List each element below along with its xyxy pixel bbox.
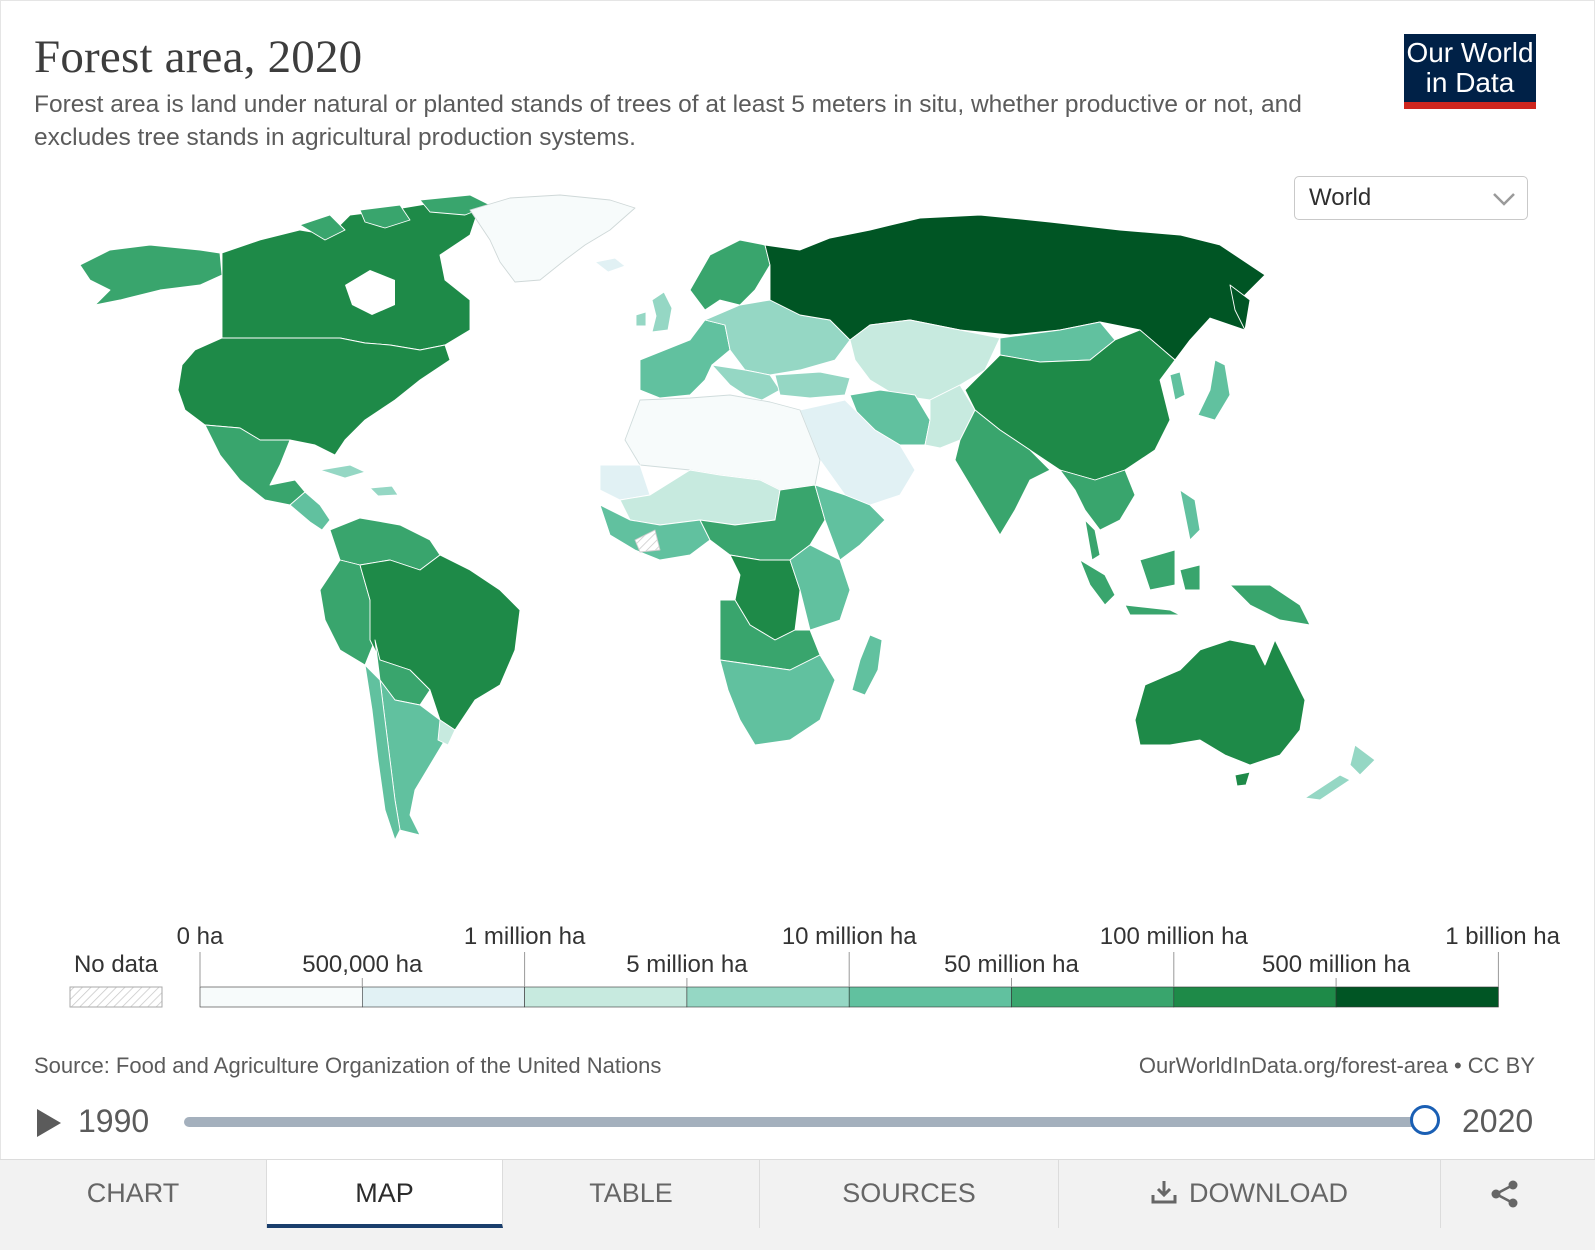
map-australia xyxy=(1134,639,1306,766)
legend-swatch xyxy=(199,986,363,1008)
map-chile xyxy=(364,664,401,841)
legend-label: 500 million ha xyxy=(1262,951,1411,978)
legend-swatch xyxy=(686,986,850,1008)
map-usa xyxy=(177,337,451,456)
map-greenland xyxy=(469,194,636,283)
tab-download[interactable]: DOWNLOAD xyxy=(1059,1160,1441,1228)
map-russia xyxy=(764,214,1266,361)
tab-sources[interactable]: SOURCES xyxy=(760,1160,1059,1228)
legend-label: 1 million ha xyxy=(464,923,586,950)
download-icon xyxy=(1151,1181,1177,1204)
map-philippines xyxy=(1179,489,1201,541)
map-west-sahara xyxy=(599,464,651,501)
share-icon[interactable] xyxy=(1490,1180,1520,1208)
legend-swatch xyxy=(1173,986,1337,1008)
map-png xyxy=(1229,584,1311,626)
legend-label: 100 million ha xyxy=(1100,923,1249,950)
legend-label: 1 billion ha xyxy=(1445,923,1560,950)
map-legend: No data 0 ha 500,000 ha 1 million ha 5 mill… xyxy=(69,923,1561,1008)
legend-swatch xyxy=(848,986,1012,1008)
map-canada xyxy=(221,199,481,351)
map-southern-africa xyxy=(719,654,836,746)
map-central-africa xyxy=(699,484,826,561)
tab-map[interactable]: MAP xyxy=(267,1160,503,1228)
legend-no-data-swatch xyxy=(69,986,163,1008)
map-india xyxy=(954,409,1051,536)
map-new-zealand xyxy=(1304,744,1376,801)
timeline-end-year: 2020 xyxy=(1462,1103,1534,1139)
map-uruguay xyxy=(437,719,456,746)
legend-label: 50 million ha xyxy=(944,951,1079,978)
map-arabia xyxy=(799,399,916,506)
timeline-handle[interactable] xyxy=(1410,1105,1440,1135)
region-select-value: World xyxy=(1309,184,1372,211)
map-malaysia xyxy=(1084,519,1101,561)
map-turkey xyxy=(774,371,851,399)
map-scandinavia xyxy=(689,239,771,311)
tab-table[interactable]: TABLE xyxy=(503,1160,760,1228)
map-east-africa xyxy=(789,544,851,631)
source-note: Source: Food and Agriculture Organizatio… xyxy=(34,1053,662,1078)
logo-line-2: in Data xyxy=(1425,67,1515,98)
legend-no-data-label: No data xyxy=(74,951,159,978)
legend-swatch xyxy=(1011,986,1175,1008)
map-alaska xyxy=(79,244,223,306)
map-kamchatka xyxy=(1229,284,1251,331)
map-tasmania xyxy=(1234,771,1251,787)
map-mexico xyxy=(204,424,306,506)
tab-download-label: DOWNLOAD xyxy=(1188,1178,1348,1208)
map-indonesia xyxy=(1079,549,1201,616)
owid-logo[interactable]: Our World in Data xyxy=(1404,34,1536,109)
map-japan xyxy=(1197,359,1231,421)
legend-label: 0 ha xyxy=(177,923,224,950)
tab-chart[interactable]: CHART xyxy=(0,1160,267,1228)
map-madagascar xyxy=(851,634,883,696)
world-map[interactable] xyxy=(0,185,1595,875)
chart-title: Forest area, 2020 xyxy=(34,31,363,83)
map-southeast-asia xyxy=(1059,469,1136,531)
legend-swatch xyxy=(524,986,688,1008)
legend-swatch xyxy=(361,986,525,1008)
legend-swatch xyxy=(1335,986,1499,1008)
map-central-america xyxy=(289,491,331,531)
map-western-europe xyxy=(639,319,731,399)
map-uk xyxy=(635,291,673,333)
tab-bar: CHART MAP TABLE SOURCES DOWNLOAD xyxy=(0,1159,1595,1250)
legend-label: 500,000 ha xyxy=(302,951,423,978)
legend-label: 10 million ha xyxy=(782,923,917,950)
chevron-down-icon xyxy=(1493,193,1515,206)
source-url[interactable]: OurWorldInData.org/forest-area • CC BY xyxy=(1138,1053,1535,1078)
map-pakistan xyxy=(924,384,976,449)
legend-label: 5 million ha xyxy=(626,951,748,978)
map-italy-balkans xyxy=(711,364,781,401)
region-select[interactable]: World xyxy=(1294,176,1528,220)
logo-line-1: Our World xyxy=(1406,37,1534,68)
map-caribbean xyxy=(319,464,399,497)
chart-subtitle: Forest area is land under natural or pla… xyxy=(34,91,1302,151)
map-central-asia xyxy=(849,319,1001,401)
map-no-data xyxy=(634,529,661,553)
map-korea xyxy=(1169,371,1186,401)
timeline-slider[interactable] xyxy=(184,1117,1429,1127)
map-horn-of-africa xyxy=(814,484,886,561)
map-iceland xyxy=(594,257,626,273)
play-icon[interactable] xyxy=(35,1107,63,1139)
timeline-start-year: 1990 xyxy=(78,1103,150,1139)
